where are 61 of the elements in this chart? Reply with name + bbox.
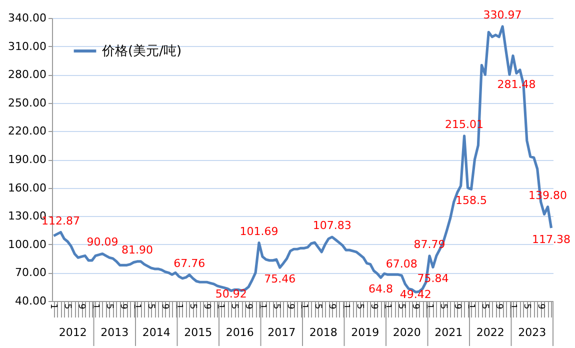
x-tick-label: 5 <box>187 304 198 310</box>
x-tick-label: 5 <box>229 304 240 310</box>
x-tick-label: 5 <box>480 304 490 310</box>
x-tick-label: 9 <box>201 304 212 310</box>
x-tick-label: 9 <box>368 304 378 310</box>
data-label: 50.92 <box>215 288 247 301</box>
text: 2013 <box>100 326 129 339</box>
data-label: 64.8 <box>368 282 394 296</box>
x-tick-label: 1 <box>48 304 58 310</box>
x-tick-label: 9 <box>76 304 86 310</box>
data-label: 67.76 <box>174 256 206 270</box>
text: 2017 <box>268 326 296 339</box>
data-label: 107.83 <box>312 219 352 232</box>
y-tick-label: 190.00 <box>8 153 46 166</box>
y-tick-label: 250.00 <box>8 96 46 110</box>
y-tick-label: 40.00 <box>15 294 46 308</box>
text: 2022 <box>476 326 504 339</box>
data-label: 330.97 <box>483 8 522 22</box>
data-label: 158.5 <box>455 194 487 208</box>
y-tick-label: 160.00 <box>8 181 46 194</box>
x-tick-label: 5 <box>62 304 72 310</box>
data-label: 49.42 <box>400 288 432 302</box>
text: 2019 <box>351 326 380 339</box>
x-tick-label: 5 <box>438 304 448 310</box>
text: 2023 <box>518 326 546 339</box>
x-tick-label: 9 <box>535 304 546 310</box>
y-tick-label: 280.00 <box>8 68 46 82</box>
x-tick-label: 9 <box>452 304 462 310</box>
y-tick-label: 310.00 <box>8 40 46 53</box>
data-label: 81.90 <box>121 243 153 256</box>
x-tick-label: 5 <box>146 304 156 310</box>
x-tick-label: 5 <box>354 304 364 310</box>
y-tick-label: 220.00 <box>8 124 46 138</box>
text: 2016 <box>226 326 254 339</box>
legend-label: 价格(美元/吨) <box>101 43 182 59</box>
text: 2018 <box>309 326 338 339</box>
text: 2020 <box>392 326 421 339</box>
text: 2012 <box>58 326 87 339</box>
x-tick-label: 9 <box>326 304 337 310</box>
y-tick-label: 100.00 <box>8 238 46 251</box>
y-tick-label: 70.00 <box>15 266 46 280</box>
x-tick-label: 5 <box>312 304 323 310</box>
x-tick-label: 9 <box>410 304 420 310</box>
x-tick-label: 9 <box>118 304 128 310</box>
text: 2015 <box>184 326 212 339</box>
x-tick-label: 9 <box>494 304 504 310</box>
data-label: 75.46 <box>264 272 296 286</box>
data-label: 90.09 <box>86 236 118 249</box>
y-tick-label: 340.00 <box>8 12 46 24</box>
text: 2021 <box>434 326 463 339</box>
data-label: 67.08 <box>386 257 418 270</box>
x-tick-label: 9 <box>243 304 254 310</box>
x-tick-label: 9 <box>160 304 170 310</box>
x-tick-label: 9 <box>284 304 295 310</box>
x-tick-label: 5 <box>104 304 114 310</box>
text: 2014 <box>142 326 170 339</box>
data-label: 101.69 <box>240 224 278 238</box>
data-label: 117.38 <box>532 233 571 246</box>
x-tick-label: 5 <box>521 304 532 310</box>
x-tick-label: 5 <box>270 304 281 310</box>
x-tick-label: 5 <box>396 304 406 310</box>
